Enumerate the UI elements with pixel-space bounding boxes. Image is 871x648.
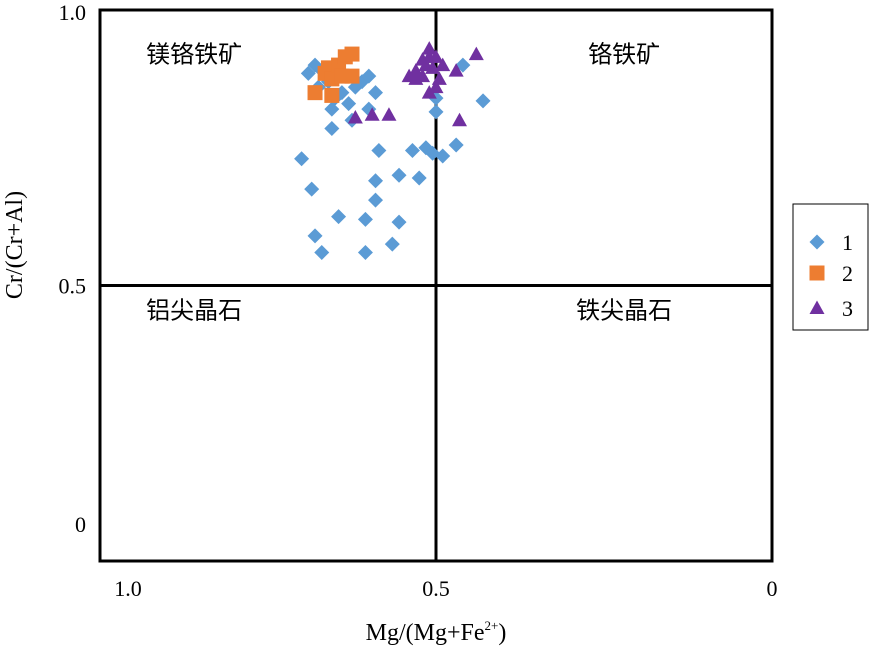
- field-label-3: 铁尖晶石: [576, 297, 672, 325]
- point-series-3-10: [401, 68, 417, 83]
- x-axis-label-superscript: 2+: [485, 618, 499, 633]
- point-series-3-18: [347, 109, 363, 124]
- point-series-2-6: [344, 46, 360, 62]
- point-series-3-0: [421, 41, 437, 55]
- point-series-3-17: [364, 107, 380, 121]
- point-series-1-26: [294, 151, 310, 167]
- x-tick-label-2: 0: [767, 576, 778, 601]
- point-series-2-8: [344, 68, 360, 84]
- point-series-1-25: [448, 137, 464, 153]
- x-axis-label-close: ): [498, 620, 506, 646]
- y-tick-labels: 1.0 0.5 0: [59, 0, 87, 537]
- x-tick-label-1: 0.5: [422, 576, 450, 601]
- y-tick-label-0: 1.0: [59, 0, 87, 25]
- y-axis-label: Cr/(Cr+Al): [2, 191, 28, 299]
- point-series-1-6: [324, 101, 340, 117]
- point-series-2-0: [307, 85, 323, 101]
- point-series-3-13: [421, 85, 437, 99]
- field-label-0: 镁铬铁矿: [146, 40, 242, 68]
- x-axis-label-main: Mg/(Mg+Fe: [366, 620, 485, 646]
- point-series-3-12: [428, 79, 444, 94]
- legend-marker-2: [809, 265, 825, 281]
- point-series-1-30: [304, 181, 320, 197]
- point-series-3-9: [408, 63, 424, 77]
- point-series-2-9: [324, 87, 340, 103]
- point-series-1-35: [307, 228, 323, 244]
- legend-box: [792, 203, 869, 331]
- legend-label-1: 1: [842, 230, 853, 255]
- x-axis-label: Mg/(Mg+Fe2+): [366, 618, 507, 646]
- legend-marker-3: [809, 300, 825, 314]
- point-series-1-32: [331, 209, 347, 225]
- legend: 1 2 3: [792, 203, 869, 331]
- point-series-1-13: [368, 85, 384, 101]
- point-series-1-33: [357, 211, 373, 227]
- legend-label-2: 2: [842, 261, 853, 286]
- point-series-1-37: [314, 244, 330, 260]
- point-series-1-27: [391, 167, 407, 183]
- point-series-1-36: [384, 236, 400, 252]
- x-tick-labels: 1.0 0.5 0: [114, 576, 777, 601]
- point-series-3-3: [428, 49, 444, 63]
- point-series-1-24: [435, 148, 451, 164]
- y-tick-label-1: 0.5: [59, 274, 87, 299]
- data-points: [294, 41, 491, 260]
- point-series-3-15: [468, 46, 484, 61]
- point-series-1-38: [357, 244, 373, 260]
- point-series-1-28: [368, 173, 384, 189]
- point-series-1-19: [475, 93, 491, 109]
- point-series-1-31: [368, 192, 384, 208]
- point-series-3-14: [448, 63, 464, 77]
- point-series-1-21: [404, 143, 420, 159]
- point-series-1-29: [411, 170, 427, 186]
- point-series-3-19: [452, 112, 468, 127]
- point-series-1-8: [341, 96, 357, 112]
- point-series-1-15: [324, 120, 340, 136]
- legend-marker-1: [809, 234, 825, 250]
- series-2: [307, 46, 360, 103]
- point-series-1-34: [391, 214, 407, 230]
- point-series-1-12: [361, 68, 377, 84]
- point-series-3-8: [425, 60, 441, 74]
- point-series-3-7: [435, 57, 451, 72]
- field-label-1: 铬铁矿: [588, 40, 660, 68]
- point-series-1-20: [371, 143, 387, 159]
- point-series-3-16: [381, 107, 397, 121]
- x-tick-label-0: 1.0: [114, 576, 142, 601]
- legend-label-3: 3: [842, 296, 853, 321]
- point-series-1-17: [428, 104, 444, 120]
- y-tick-label-2: 0: [75, 512, 86, 537]
- field-label-2: 铝尖晶石: [146, 297, 242, 325]
- series-3: [347, 41, 484, 127]
